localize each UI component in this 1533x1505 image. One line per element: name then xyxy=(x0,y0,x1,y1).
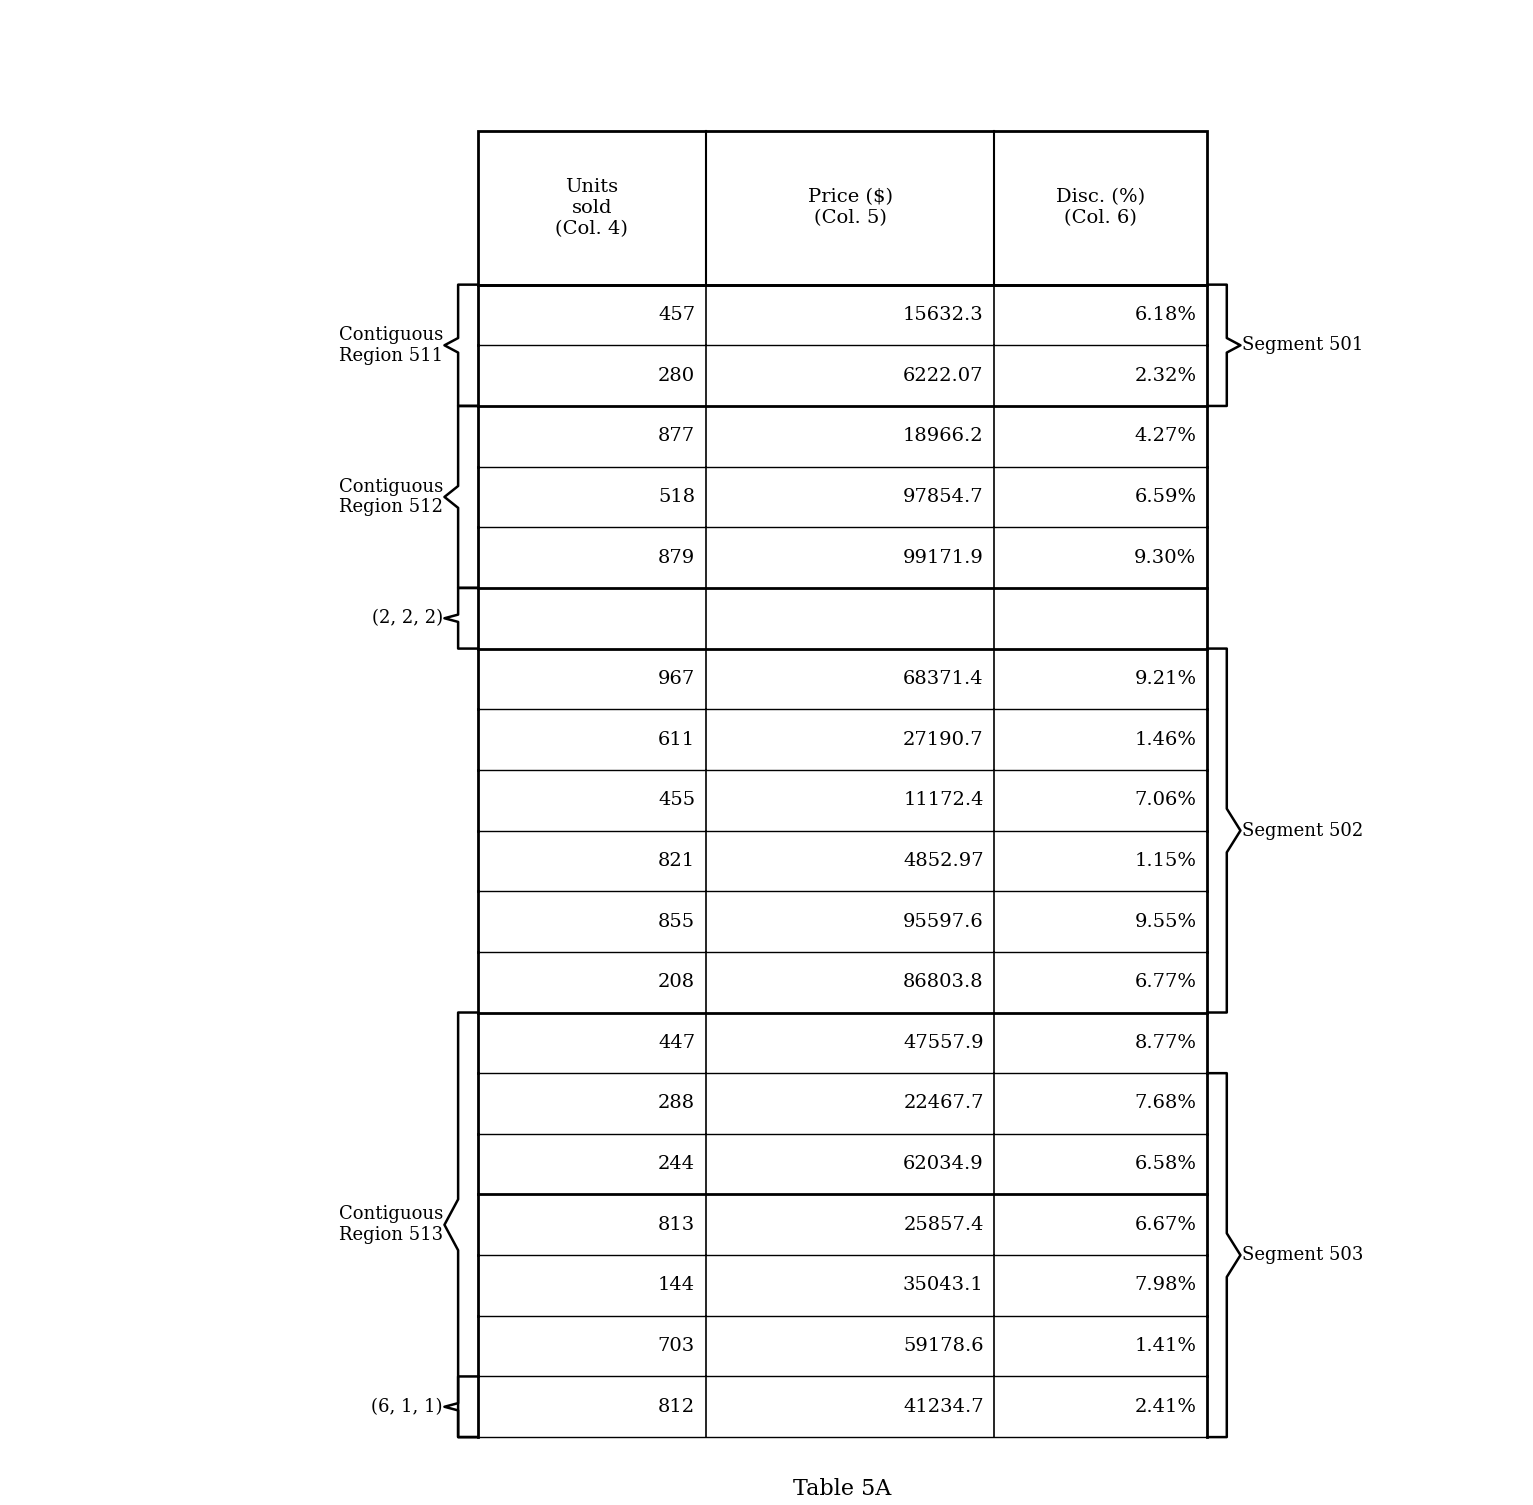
Text: 611: 611 xyxy=(658,730,694,748)
Text: Price ($)
(Col. 5): Price ($) (Col. 5) xyxy=(808,188,892,227)
Text: Segment 501: Segment 501 xyxy=(1242,336,1363,354)
Text: 9.21%: 9.21% xyxy=(1134,670,1196,688)
Text: Contiguous
Region 512: Contiguous Region 512 xyxy=(339,477,443,516)
Text: 27190.7: 27190.7 xyxy=(903,730,984,748)
Text: 6.18%: 6.18% xyxy=(1134,306,1196,324)
Text: 99171.9: 99171.9 xyxy=(903,549,984,566)
Text: 4852.97: 4852.97 xyxy=(903,852,984,870)
Text: 25857.4: 25857.4 xyxy=(903,1216,984,1234)
Text: 208: 208 xyxy=(658,974,694,992)
Text: 86803.8: 86803.8 xyxy=(903,974,984,992)
Text: 7.68%: 7.68% xyxy=(1134,1094,1196,1112)
Text: 47557.9: 47557.9 xyxy=(903,1034,984,1052)
Text: Segment 503: Segment 503 xyxy=(1242,1246,1363,1264)
Text: 280: 280 xyxy=(658,367,694,385)
Text: 6222.07: 6222.07 xyxy=(903,367,984,385)
Text: 244: 244 xyxy=(658,1156,694,1174)
Text: (6, 1, 1): (6, 1, 1) xyxy=(371,1398,443,1416)
Text: 6.67%: 6.67% xyxy=(1134,1216,1196,1234)
Text: 9.55%: 9.55% xyxy=(1134,912,1196,930)
Text: 18966.2: 18966.2 xyxy=(903,427,984,445)
Text: 7.98%: 7.98% xyxy=(1134,1276,1196,1294)
Text: 879: 879 xyxy=(658,549,694,566)
Text: 95597.6: 95597.6 xyxy=(903,912,984,930)
Text: 7.06%: 7.06% xyxy=(1134,792,1196,810)
Text: 812: 812 xyxy=(658,1398,694,1416)
Text: 455: 455 xyxy=(658,792,694,810)
Text: 288: 288 xyxy=(658,1094,694,1112)
Text: 703: 703 xyxy=(658,1336,694,1354)
Text: 35043.1: 35043.1 xyxy=(903,1276,984,1294)
Text: 447: 447 xyxy=(658,1034,694,1052)
Text: 144: 144 xyxy=(658,1276,694,1294)
Text: 9.30%: 9.30% xyxy=(1134,549,1196,566)
Bar xyxy=(478,131,1206,284)
Text: 97854.7: 97854.7 xyxy=(903,488,984,506)
Text: 1.15%: 1.15% xyxy=(1134,852,1196,870)
Text: 8.77%: 8.77% xyxy=(1134,1034,1196,1052)
Text: 1.41%: 1.41% xyxy=(1134,1336,1196,1354)
Text: 11172.4: 11172.4 xyxy=(903,792,984,810)
Text: 6.58%: 6.58% xyxy=(1134,1156,1196,1174)
Text: 4.27%: 4.27% xyxy=(1134,427,1196,445)
Text: Disc. (%)
(Col. 6): Disc. (%) (Col. 6) xyxy=(1056,188,1145,227)
Text: Table 5A: Table 5A xyxy=(794,1478,892,1500)
Text: Segment 502: Segment 502 xyxy=(1242,822,1363,840)
Text: 813: 813 xyxy=(658,1216,694,1234)
Text: 2.41%: 2.41% xyxy=(1134,1398,1196,1416)
Text: (2, 2, 2): (2, 2, 2) xyxy=(373,610,443,628)
Text: 59178.6: 59178.6 xyxy=(903,1336,984,1354)
Text: 22467.7: 22467.7 xyxy=(903,1094,984,1112)
Text: 1.46%: 1.46% xyxy=(1134,730,1196,748)
Text: 6.59%: 6.59% xyxy=(1134,488,1196,506)
Text: 41234.7: 41234.7 xyxy=(903,1398,984,1416)
Text: 967: 967 xyxy=(658,670,694,688)
Text: 15632.3: 15632.3 xyxy=(903,306,984,324)
Text: 457: 457 xyxy=(658,306,694,324)
Text: 68371.4: 68371.4 xyxy=(903,670,984,688)
Text: Units
sold
(Col. 4): Units sold (Col. 4) xyxy=(555,178,629,238)
Text: 2.32%: 2.32% xyxy=(1134,367,1196,385)
Text: Contiguous
Region 513: Contiguous Region 513 xyxy=(339,1206,443,1245)
Text: 6.77%: 6.77% xyxy=(1134,974,1196,992)
Text: 518: 518 xyxy=(658,488,694,506)
Text: 821: 821 xyxy=(658,852,694,870)
Text: 855: 855 xyxy=(658,912,694,930)
Text: 877: 877 xyxy=(658,427,694,445)
Text: Contiguous
Region 511: Contiguous Region 511 xyxy=(339,327,443,364)
Text: 62034.9: 62034.9 xyxy=(903,1156,984,1174)
